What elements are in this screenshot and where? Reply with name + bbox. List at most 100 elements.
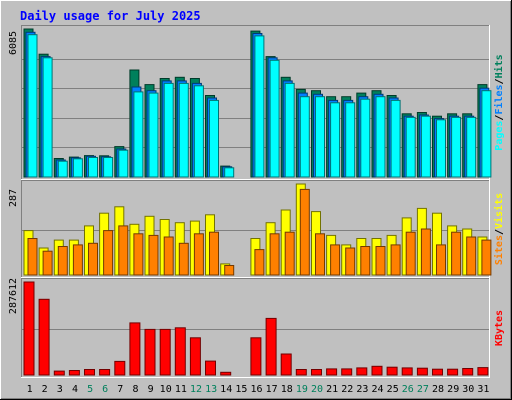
bar-kbytes-day-14 — [220, 371, 232, 376]
day-label-12: 12 — [190, 384, 202, 395]
bar-sites-day-27 — [420, 228, 431, 276]
bar-kbytes-day-10 — [159, 328, 171, 376]
bar-sites-day-5 — [88, 242, 98, 276]
day-label-28: 28 — [432, 384, 444, 395]
chart-panels: 6085Pages/Files/Hits287Sites/Visits28761… — [8, 25, 505, 378]
bar-pages-day-6 — [103, 157, 114, 178]
day-axis: 1 2 3 4 5 6 7 8 9 10 11 12 13 14 15 16 17 18 19 20 21 22 23 24 2… — [27, 384, 490, 395]
axis-max-label: 287 — [8, 189, 19, 207]
bar-pages-day-4 — [72, 158, 83, 178]
axis-max-label: 6085 — [8, 31, 19, 55]
bar-pages-day-19 — [299, 96, 310, 178]
bar-sites-day-3 — [57, 246, 68, 276]
series-sites — [27, 188, 492, 276]
legend-entry: / — [494, 229, 505, 235]
bar-pages-day-13 — [209, 99, 219, 178]
bar-pages-day-28 — [436, 119, 446, 178]
bar-kbytes-day-20 — [311, 369, 322, 376]
bar-sites-day-14 — [224, 265, 235, 276]
bar-sites-day-30 — [466, 236, 477, 276]
legend-hits-files-pages: Pages/Files/Hits — [493, 54, 505, 150]
day-label-17: 17 — [266, 384, 278, 395]
day-label-26: 26 — [402, 384, 414, 395]
bar-pages-day-11 — [178, 82, 189, 178]
bar-sites-day-16 — [254, 249, 265, 276]
bar-pages-day-16 — [254, 35, 265, 178]
bar-pages-day-2 — [42, 57, 53, 178]
bar-sites-day-7 — [118, 225, 129, 276]
bar-kbytes-day-28 — [432, 368, 443, 376]
bar-kbytes-day-18 — [280, 353, 292, 376]
bar-kbytes-day-13 — [205, 360, 216, 376]
bar-sites-day-8 — [133, 233, 144, 276]
series-pages — [27, 34, 492, 178]
legend-entry: / — [494, 78, 505, 84]
bar-pages-day-14 — [224, 167, 235, 178]
day-label-23: 23 — [356, 384, 368, 395]
day-label-4: 4 — [72, 384, 78, 395]
legend-entry: Pages — [494, 121, 505, 151]
day-label-8: 8 — [132, 384, 138, 395]
day-label-21: 21 — [326, 384, 338, 395]
bar-pages-day-27 — [420, 115, 431, 178]
day-label-24: 24 — [371, 384, 383, 395]
bar-kbytes-day-21 — [326, 368, 338, 376]
chart-title: Daily usage for July 2025 — [20, 9, 201, 23]
bar-kbytes-day-4 — [68, 370, 80, 376]
bar-sites-day-12 — [193, 233, 204, 276]
bar-pages-day-25 — [390, 99, 401, 178]
bar-kbytes-day-11 — [174, 327, 186, 376]
bar-sites-day-11 — [178, 242, 189, 276]
bar-pages-day-8 — [133, 91, 144, 178]
day-label-19: 19 — [296, 384, 308, 395]
bar-kbytes-day-23 — [356, 367, 368, 376]
day-label-3: 3 — [57, 384, 63, 395]
bar-kbytes-day-8 — [129, 322, 141, 376]
bar-pages-day-18 — [284, 82, 295, 178]
panel-visits-sites: 287 Sites/Visits — [8, 180, 505, 278]
bar-pages-day-30 — [466, 116, 477, 178]
bar-pages-day-24 — [375, 96, 386, 178]
bar-pages-day-29 — [451, 116, 462, 178]
day-label-5: 5 — [87, 384, 93, 395]
bar-sites-day-28 — [436, 244, 446, 276]
bar-pages-day-10 — [163, 82, 174, 178]
day-label-20: 20 — [311, 384, 323, 395]
bar-kbytes-day-22 — [341, 368, 353, 376]
bar-sites-day-23 — [360, 246, 371, 276]
day-label-2: 2 — [42, 384, 48, 395]
bar-kbytes-day-9 — [144, 328, 156, 376]
legend-entry: Files — [493, 84, 505, 114]
bar-sites-day-10 — [163, 236, 174, 276]
legend-kbytes: KBytes — [494, 310, 505, 346]
day-label-7: 7 — [117, 384, 123, 395]
day-label-10: 10 — [160, 384, 172, 395]
day-label-18: 18 — [281, 384, 293, 395]
bar-sites-day-26 — [405, 231, 416, 276]
bar-pages-day-21 — [330, 102, 341, 178]
bar-kbytes-day-31 — [477, 367, 489, 376]
bar-kbytes-day-25 — [386, 366, 398, 376]
bar-pages-day-20 — [315, 96, 325, 178]
day-label-31: 31 — [477, 384, 489, 395]
day-label-25: 25 — [387, 384, 399, 395]
day-label-13: 13 — [205, 384, 217, 395]
bar-pages-day-5 — [88, 157, 98, 178]
bar-pages-day-7 — [118, 149, 129, 178]
day-label-14: 14 — [220, 384, 232, 395]
day-label-22: 22 — [341, 384, 353, 395]
bar-sites-day-13 — [209, 231, 219, 276]
legend-entry: Hits — [493, 54, 505, 78]
day-label-16: 16 — [250, 384, 262, 395]
bar-kbytes-day-16 — [250, 337, 262, 376]
bar-pages-day-23 — [360, 98, 371, 178]
bar-kbytes-day-24 — [371, 365, 383, 376]
bar-kbytes-day-17 — [265, 317, 277, 376]
bar-sites-day-19 — [299, 188, 310, 276]
bar-kbytes-day-19 — [295, 369, 307, 376]
bar-kbytes-day-29 — [447, 368, 459, 376]
bar-kbytes-day-2 — [38, 298, 50, 376]
bar-pages-day-17 — [269, 59, 280, 178]
bar-sites-day-6 — [103, 230, 114, 276]
